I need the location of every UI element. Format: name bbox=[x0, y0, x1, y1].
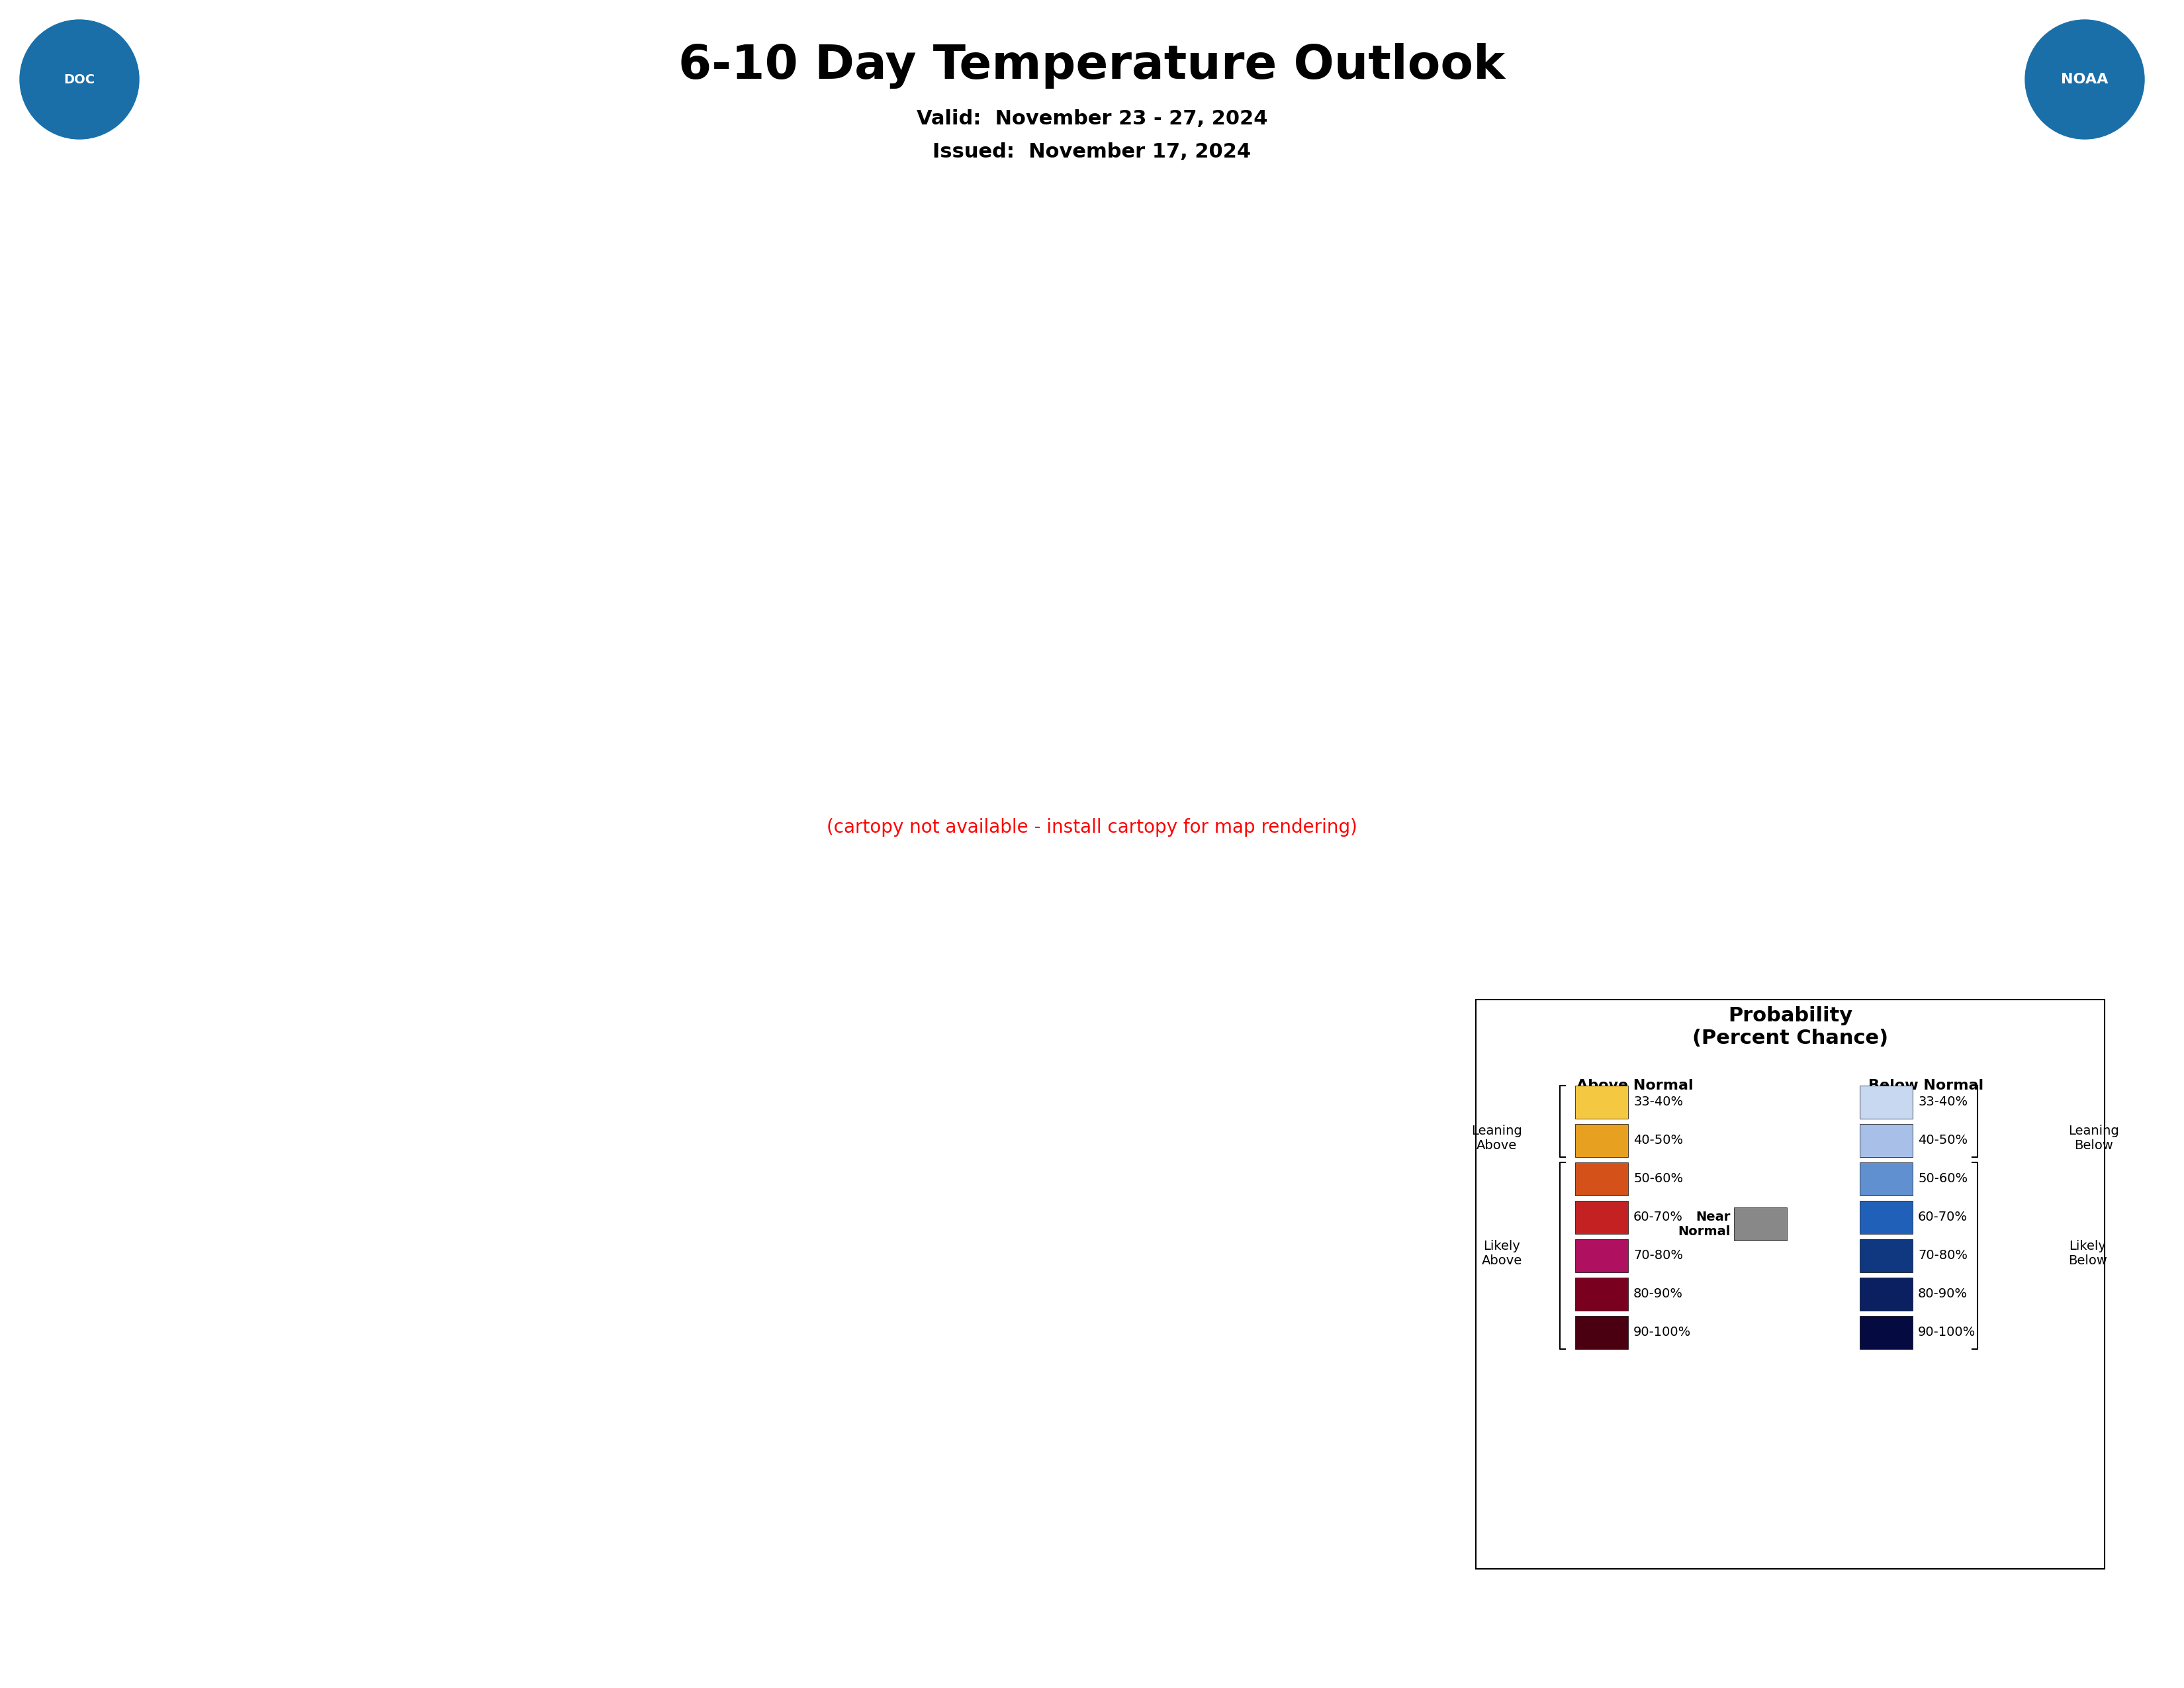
Text: DOC: DOC bbox=[63, 73, 96, 86]
Bar bbox=[1861, 1239, 1913, 1273]
Text: Valid:  November 23 - 27, 2024: Valid: November 23 - 27, 2024 bbox=[917, 110, 1267, 128]
Bar bbox=[1476, 999, 2105, 1568]
Text: 50-60%: 50-60% bbox=[1634, 1173, 1684, 1185]
Text: NOAA: NOAA bbox=[2062, 73, 2108, 86]
Text: 33-40%: 33-40% bbox=[1918, 1096, 1968, 1109]
Text: Likely
Below: Likely Below bbox=[2068, 1239, 2108, 1266]
Text: 80-90%: 80-90% bbox=[1918, 1288, 1968, 1300]
Text: 33-40%: 33-40% bbox=[1634, 1096, 1684, 1109]
Text: 70-80%: 70-80% bbox=[1918, 1249, 1968, 1263]
Text: 70-80%: 70-80% bbox=[1634, 1249, 1684, 1263]
Bar bbox=[1575, 1085, 1627, 1119]
Text: Near
Normal: Near Normal bbox=[1677, 1210, 1730, 1237]
Bar bbox=[1575, 1278, 1627, 1310]
Text: Above Normal: Above Normal bbox=[1577, 1079, 1693, 1092]
Circle shape bbox=[20, 20, 140, 138]
Bar bbox=[1861, 1317, 1913, 1349]
Bar bbox=[1575, 1317, 1627, 1349]
Text: Issued:  November 17, 2024: Issued: November 17, 2024 bbox=[933, 143, 1251, 162]
Bar bbox=[1575, 1163, 1627, 1195]
Text: (cartopy not available - install cartopy for map rendering): (cartopy not available - install cartopy… bbox=[828, 819, 1356, 837]
Bar bbox=[1861, 1085, 1913, 1119]
Bar bbox=[1734, 1207, 1787, 1241]
Text: Below Normal: Below Normal bbox=[1867, 1079, 1983, 1092]
Text: 40-50%: 40-50% bbox=[1634, 1134, 1684, 1146]
Text: 90-100%: 90-100% bbox=[1634, 1327, 1690, 1339]
Text: Likely
Above: Likely Above bbox=[1481, 1239, 1522, 1266]
Text: 50-60%: 50-60% bbox=[1918, 1173, 1968, 1185]
Text: 80-90%: 80-90% bbox=[1634, 1288, 1684, 1300]
Text: 40-50%: 40-50% bbox=[1918, 1134, 1968, 1146]
Bar bbox=[1861, 1278, 1913, 1310]
Text: 60-70%: 60-70% bbox=[1918, 1210, 1968, 1224]
Text: Leaning
Above: Leaning Above bbox=[1472, 1124, 1522, 1151]
Text: Probability
(Percent Chance): Probability (Percent Chance) bbox=[1693, 1006, 1889, 1048]
Bar bbox=[1575, 1200, 1627, 1234]
Text: 6-10 Day Temperature Outlook: 6-10 Day Temperature Outlook bbox=[679, 44, 1505, 89]
Text: Leaning
Below: Leaning Below bbox=[2068, 1124, 2118, 1151]
Bar bbox=[1575, 1239, 1627, 1273]
Bar bbox=[1861, 1124, 1913, 1156]
Text: 60-70%: 60-70% bbox=[1634, 1210, 1684, 1224]
Circle shape bbox=[2025, 20, 2145, 138]
Bar bbox=[1861, 1200, 1913, 1234]
Bar bbox=[1861, 1163, 1913, 1195]
Bar bbox=[1575, 1124, 1627, 1156]
Text: 90-100%: 90-100% bbox=[1918, 1327, 1977, 1339]
